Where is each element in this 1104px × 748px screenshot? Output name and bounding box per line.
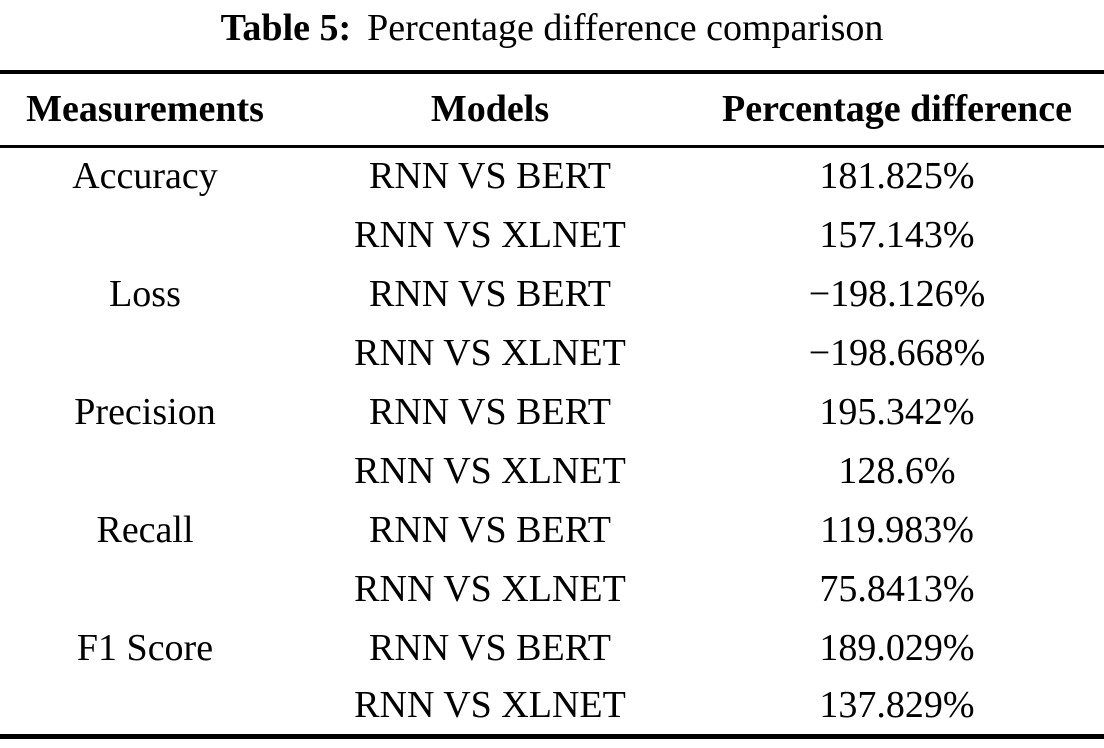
percentage-cell: 119.983% xyxy=(820,508,974,551)
percentage-cell: −198.126% xyxy=(808,272,986,315)
model-cell: RNN VS BERT xyxy=(369,390,611,433)
model-cell: RNN VS BERT xyxy=(369,626,611,669)
table-caption-text: Percentage difference comparison xyxy=(367,7,884,49)
table-caption: Table 5: Percentage difference comparison xyxy=(0,0,1104,54)
table-caption-label: Table 5: xyxy=(220,7,352,49)
table-row: RNN VS XLNET 75.8413% xyxy=(0,559,1104,618)
measurement-cell: Loss xyxy=(109,272,181,315)
model-cell: RNN VS XLNET xyxy=(354,331,626,374)
table-row: Loss RNN VS BERT −198.126% xyxy=(0,264,1104,323)
model-cell: RNN VS XLNET xyxy=(354,449,626,492)
percentage-cell: 137.829% xyxy=(819,684,975,727)
table-row: Recall RNN VS BERT 119.983% xyxy=(0,500,1104,559)
percentage-cell: 189.029% xyxy=(819,626,975,669)
model-cell: RNN VS BERT xyxy=(369,508,611,551)
model-cell: RNN VS XLNET xyxy=(354,213,626,256)
measurement-cell: Recall xyxy=(96,508,194,551)
column-header-models: Models xyxy=(430,88,550,131)
table-row: RNN VS XLNET 157.143% xyxy=(0,205,1104,264)
measurement-cell xyxy=(0,677,290,736)
measurement-cell xyxy=(0,559,290,618)
table-row: RNN VS XLNET 137.829% xyxy=(0,677,1104,736)
model-cell: RNN VS XLNET xyxy=(354,684,626,727)
table-header-row: Measurements Models Percentage differenc… xyxy=(0,72,1104,146)
measurement-cell xyxy=(0,205,290,264)
table-header: Measurements Models Percentage differenc… xyxy=(0,72,1104,146)
percentage-difference-table: Measurements Models Percentage differenc… xyxy=(0,70,1104,739)
percentage-cell: 195.342% xyxy=(819,390,975,433)
table-row: RNN VS XLNET 128.6% xyxy=(0,441,1104,500)
table-row: Precision RNN VS BERT 195.342% xyxy=(0,382,1104,441)
percentage-cell: 181.825% xyxy=(819,155,975,198)
percentage-cell: 75.8413% xyxy=(819,567,975,610)
table-row: RNN VS XLNET −198.668% xyxy=(0,323,1104,382)
model-cell: RNN VS BERT xyxy=(369,272,611,315)
model-cell: RNN VS BERT xyxy=(369,155,611,198)
measurement-cell: F1 Score xyxy=(76,626,214,669)
percentage-cell: 157.143% xyxy=(819,213,975,256)
measurement-cell: Precision xyxy=(74,390,216,433)
column-header-measurements: Measurements xyxy=(26,88,264,131)
percentage-cell: 128.6% xyxy=(838,449,956,492)
table-row: F1 Score RNN VS BERT 189.029% xyxy=(0,618,1104,677)
model-cell: RNN VS XLNET xyxy=(354,567,626,610)
measurement-cell xyxy=(0,323,290,382)
measurement-cell: Accuracy xyxy=(72,155,218,198)
table-row: Accuracy RNN VS BERT 181.825% xyxy=(0,146,1104,205)
table-body: Accuracy RNN VS BERT 181.825% RNN VS XLN… xyxy=(0,146,1104,736)
percentage-cell: −198.668% xyxy=(808,331,986,374)
measurement-cell xyxy=(0,441,290,500)
column-header-percentage-difference: Percentage difference xyxy=(722,88,1072,131)
